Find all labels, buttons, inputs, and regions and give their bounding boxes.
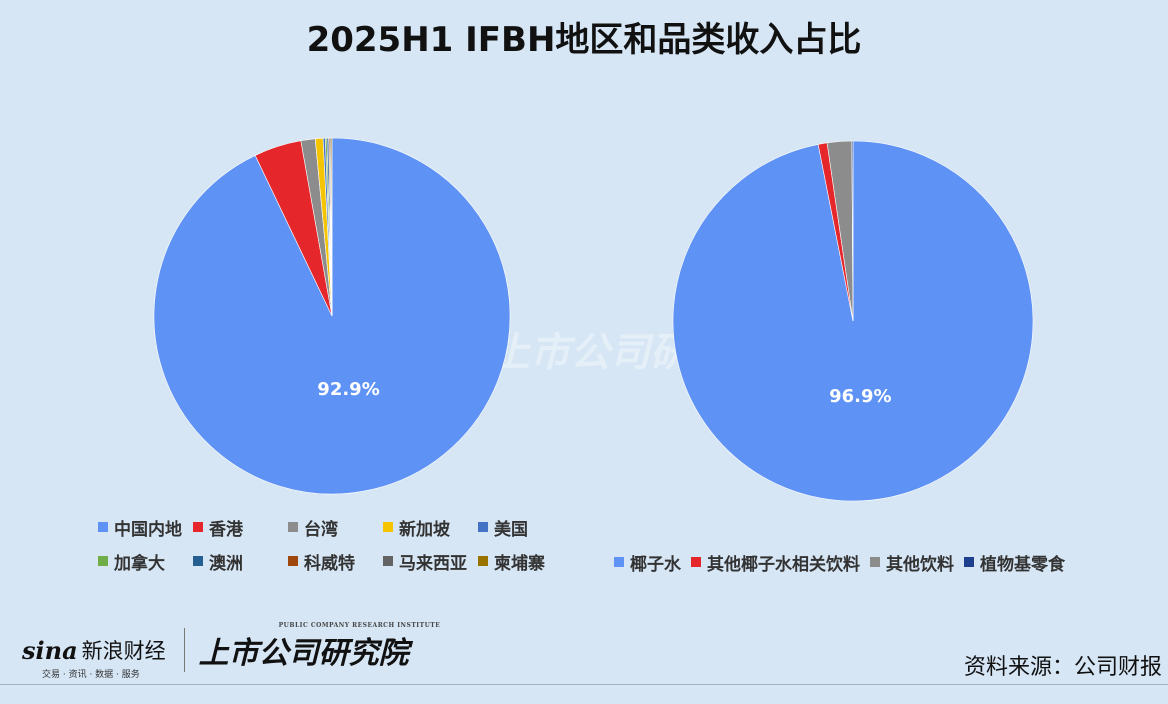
- legend-item-category-1: 其他椰子水相关饮料: [691, 550, 860, 575]
- pie2-slice-3: [851, 140, 854, 322]
- footer-divider: [0, 684, 1168, 685]
- legend-label: 新加坡: [399, 519, 450, 540]
- sina-name: 新浪财经: [81, 639, 166, 663]
- legend-label: 柬埔寨: [494, 553, 545, 574]
- pie1-slice-0: [153, 137, 511, 495]
- legend-label: 加拿大: [114, 553, 165, 574]
- legend-item-region-7: 科威特: [288, 549, 383, 574]
- legend-swatch: [691, 557, 701, 567]
- legend-item-region-3: 新加坡: [383, 515, 478, 540]
- legend-item-region-1: 香港: [193, 515, 288, 540]
- sina-subtitle: 交易 · 资讯 · 数据 · 服务: [42, 670, 140, 680]
- institute-name: 上市公司研究院: [198, 636, 409, 671]
- legend-item-region-5: 加拿大: [98, 549, 193, 574]
- legend-label: 其他饮料: [886, 554, 954, 575]
- legend-item-region-4: 美国: [478, 515, 573, 540]
- sina-logo-text: sina: [22, 635, 78, 665]
- legend-swatch: [870, 557, 880, 567]
- legend-swatch: [964, 557, 974, 567]
- legend-item-region-9: 柬埔寨: [478, 549, 573, 574]
- pie1-slice-9: [330, 137, 333, 317]
- institute-subtitle: PUBLIC COMPANY RESEARCH INSTITUTE: [278, 622, 441, 629]
- legend-swatch: [193, 556, 203, 566]
- legend-item-region-6: 澳洲: [193, 549, 288, 574]
- legend-label: 澳洲: [209, 553, 243, 574]
- chart-title: 2025H1 IFBH地区和品类收入占比: [306, 20, 862, 60]
- legend-label: 马来西亚: [399, 553, 467, 574]
- pie1-data-label: 92.9%: [317, 379, 379, 400]
- legend-swatch: [383, 522, 393, 532]
- legend-label: 台湾: [304, 519, 338, 540]
- legend-row: 椰子水 其他椰子水相关饮料 其他饮料 植物基零食: [614, 545, 1075, 579]
- legend-item-region-0: 中国内地: [98, 515, 193, 540]
- legend-swatch: [288, 522, 298, 532]
- legend-item-region-8: 马来西亚: [383, 549, 478, 574]
- sina-logo: sina: [22, 636, 78, 665]
- legend-label: 其他椰子水相关饮料: [707, 554, 860, 575]
- legend-swatch: [288, 556, 298, 566]
- legend-label: 椰子水: [630, 554, 681, 575]
- legend-label: 中国内地: [114, 519, 182, 540]
- legend-swatch: [478, 556, 488, 566]
- legend-row: 加拿大 澳洲 科威特 马来西亚 柬埔寨: [98, 544, 573, 578]
- legend-label: 美国: [494, 519, 528, 540]
- legend-item-category-0: 椰子水: [614, 550, 681, 575]
- legend-label: 科威特: [304, 553, 355, 574]
- pie2-data-label: 96.9%: [829, 386, 891, 407]
- institute-logo: 上市公司研究院 PUBLIC COMPANY RESEARCH INSTITUT…: [198, 622, 440, 672]
- legend-category: 椰子水 其他椰子水相关饮料 其他饮料 植物基零食: [614, 545, 1075, 579]
- legend-row: 中国内地 香港 台湾 新加坡 美国: [98, 510, 573, 544]
- logo-divider: [183, 628, 185, 672]
- legend-swatch: [478, 522, 488, 532]
- legend-item-region-2: 台湾: [288, 515, 383, 540]
- legend-swatch: [193, 522, 203, 532]
- legend-label: 植物基零食: [980, 554, 1065, 575]
- legend-item-category-2: 其他饮料: [870, 550, 954, 575]
- legend-swatch: [98, 522, 108, 532]
- legend-swatch: [98, 556, 108, 566]
- legend-label: 香港: [209, 519, 243, 540]
- source-note: 资料来源：公司财报: [963, 655, 1162, 680]
- footer-logos: sina 新浪财经 交易 · 资讯 · 数据 · 服务 上市公司研究院 PUBL…: [22, 622, 440, 680]
- legend-region: 中国内地 香港 台湾 新加坡 美国加拿大 澳洲 科威特 马来西亚 柬埔寨: [98, 510, 573, 578]
- legend-swatch: [383, 556, 393, 566]
- legend-item-category-3: 植物基零食: [964, 550, 1065, 575]
- legend-swatch: [614, 557, 624, 567]
